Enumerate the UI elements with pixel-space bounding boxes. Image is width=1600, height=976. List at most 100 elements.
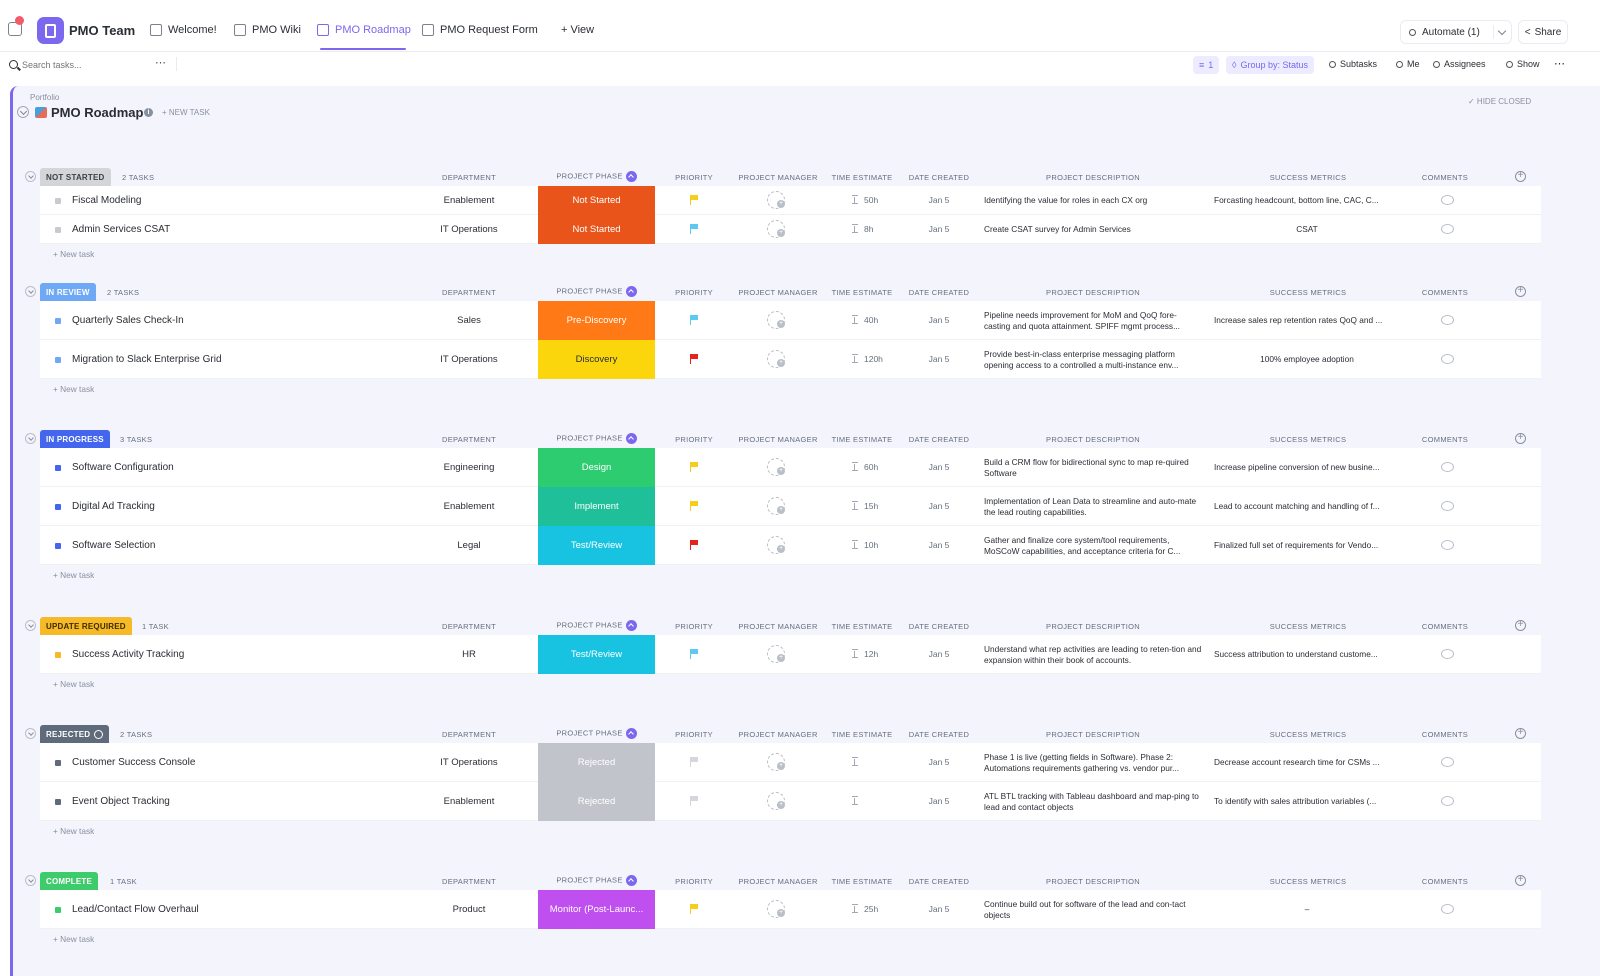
task-status-square[interactable] [55,317,61,324]
column-header-time[interactable]: TIME ESTIMATE [831,288,893,297]
tab-welcome[interactable]: Welcome! [150,24,217,36]
column-header-time[interactable]: TIME ESTIMATE [831,622,893,631]
new-task-row-button[interactable]: + New task [53,249,95,259]
project-phase-cell[interactable]: Test/Review [538,635,655,674]
search-options-icon[interactable]: ⋯ [155,57,166,69]
hourglass-icon[interactable] [852,903,858,913]
column-header-phase[interactable]: PROJECT PHASE [538,171,655,182]
time-estimate[interactable]: 8h [864,223,874,234]
priority-flag-icon[interactable] [690,756,699,767]
chevron-down-icon[interactable] [1497,26,1507,36]
column-header-department[interactable]: DEPARTMENT [442,730,496,739]
task-name[interactable]: Migration to Slack Enterprise Grid [72,353,222,365]
project-phase-cell[interactable]: Test/Review [538,526,655,565]
sort-ascending-icon[interactable] [625,171,637,182]
success-metrics[interactable]: Decrease account research time for CSMs … [1214,756,1380,767]
new-task-button[interactable]: + NEW TASK [162,108,210,117]
date-created[interactable]: Jan 5 [928,795,950,806]
hourglass-icon[interactable] [852,223,858,233]
search-input[interactable] [22,57,142,72]
success-metrics[interactable]: Increase pipeline conversion of new busi… [1214,461,1380,472]
table-row[interactable] [40,448,1541,487]
column-header-description[interactable]: PROJECT DESCRIPTION [1046,173,1140,182]
column-header-department[interactable]: DEPARTMENT [442,173,496,182]
department-cell[interactable]: Enablement [443,500,495,512]
project-description[interactable]: Phase 1 is live (getting fields in Softw… [984,751,1180,773]
column-header-comments[interactable]: COMMENTS [1421,173,1469,182]
column-header-metrics[interactable]: SUCCESS METRICS [1269,730,1347,739]
assign-manager-icon[interactable] [767,457,785,476]
success-metrics[interactable]: 100% employee adoption [1260,353,1354,364]
hourglass-icon[interactable] [852,648,858,658]
new-task-row-button[interactable]: + New task [53,570,95,580]
department-cell[interactable]: HR [462,648,476,660]
sort-ascending-icon[interactable] [625,620,637,631]
department-cell[interactable]: IT Operations [440,756,498,768]
assign-manager-icon[interactable] [767,349,785,368]
column-header-phase[interactable]: PROJECT PHASE [538,875,655,886]
automate-button[interactable]: Automate (1) [1400,20,1512,44]
task-status-square[interactable] [55,906,61,913]
comment-icon[interactable] [1441,194,1454,205]
breadcrumb[interactable]: Portfolio [30,93,60,102]
project-phase-cell[interactable]: Implement [538,487,655,526]
project-description[interactable]: Build a CRM flow for bidirectional sync … [984,456,1189,478]
hourglass-icon[interactable] [852,539,858,549]
assign-manager-icon[interactable] [767,190,785,209]
column-header-metrics[interactable]: SUCCESS METRICS [1269,622,1347,631]
date-created[interactable]: Jan 5 [928,461,950,472]
comment-icon[interactable] [1441,353,1454,364]
more-options-icon[interactable]: ⋯ [1554,58,1565,70]
task-name[interactable]: Quarterly Sales Check-In [72,314,184,326]
hourglass-icon[interactable] [852,756,858,766]
task-name[interactable]: Customer Success Console [72,756,196,768]
department-cell[interactable]: Enablement [443,795,495,807]
hourglass-icon[interactable] [852,353,858,363]
department-cell[interactable]: IT Operations [440,223,498,235]
space-name[interactable]: PMO Team [69,23,136,38]
assign-manager-icon[interactable] [767,219,785,238]
column-header-metrics[interactable]: SUCCESS METRICS [1269,435,1347,444]
collapse-group-icon[interactable] [25,728,36,739]
department-cell[interactable]: IT Operations [440,353,498,365]
column-header-priority[interactable]: PRIORITY [675,877,713,886]
project-phase-cell[interactable]: Design [538,448,655,487]
show-button[interactable]: Show [1506,59,1540,69]
column-header-date[interactable]: DATE CREATED [908,173,970,182]
add-column-icon[interactable]: + [1515,875,1526,886]
department-cell[interactable]: Engineering [443,461,495,473]
collapse-group-icon[interactable] [25,286,36,297]
column-header-comments[interactable]: COMMENTS [1421,622,1469,631]
column-header-manager[interactable]: PROJECT MANAGER [738,435,818,444]
sort-ascending-icon[interactable] [625,286,637,297]
subtasks-button[interactable]: Subtasks [1329,59,1377,69]
task-status-square[interactable] [55,464,61,471]
column-header-manager[interactable]: PROJECT MANAGER [738,173,818,182]
new-task-row-button[interactable]: + New task [53,826,95,836]
column-header-phase[interactable]: PROJECT PHASE [538,620,655,631]
column-header-department[interactable]: DEPARTMENT [442,622,496,631]
add-column-icon[interactable]: + [1515,171,1526,182]
success-metrics[interactable]: Finalized full set of requirements for V… [1214,539,1379,550]
task-status-square[interactable] [55,503,61,510]
status-badge[interactable]: IN PROGRESS [40,430,110,448]
assign-manager-icon[interactable] [767,752,785,771]
add-column-icon[interactable]: + [1515,433,1526,444]
hourglass-icon[interactable] [852,795,858,805]
status-badge[interactable]: COMPLETE [40,872,99,890]
share-button[interactable]: < Share [1518,20,1568,44]
department-cell[interactable]: Legal [457,539,481,551]
hourglass-icon[interactable] [852,194,858,204]
add-view-button[interactable]: + View [561,24,594,36]
task-status-square[interactable] [55,356,61,363]
hourglass-icon[interactable] [852,461,858,471]
table-row[interactable] [40,635,1541,674]
priority-flag-icon[interactable] [690,353,699,364]
task-name[interactable]: Digital Ad Tracking [72,500,155,512]
project-phase-cell[interactable]: Discovery [538,340,655,379]
add-column-icon[interactable]: + [1515,286,1526,297]
project-phase-cell[interactable]: Monitor (Post-Launc... [538,890,655,929]
project-description[interactable]: Continue build out for software of the l… [984,898,1186,920]
success-metrics[interactable]: Forcasting headcount, bottom line, CAC, … [1214,194,1379,205]
table-row[interactable] [40,526,1541,565]
